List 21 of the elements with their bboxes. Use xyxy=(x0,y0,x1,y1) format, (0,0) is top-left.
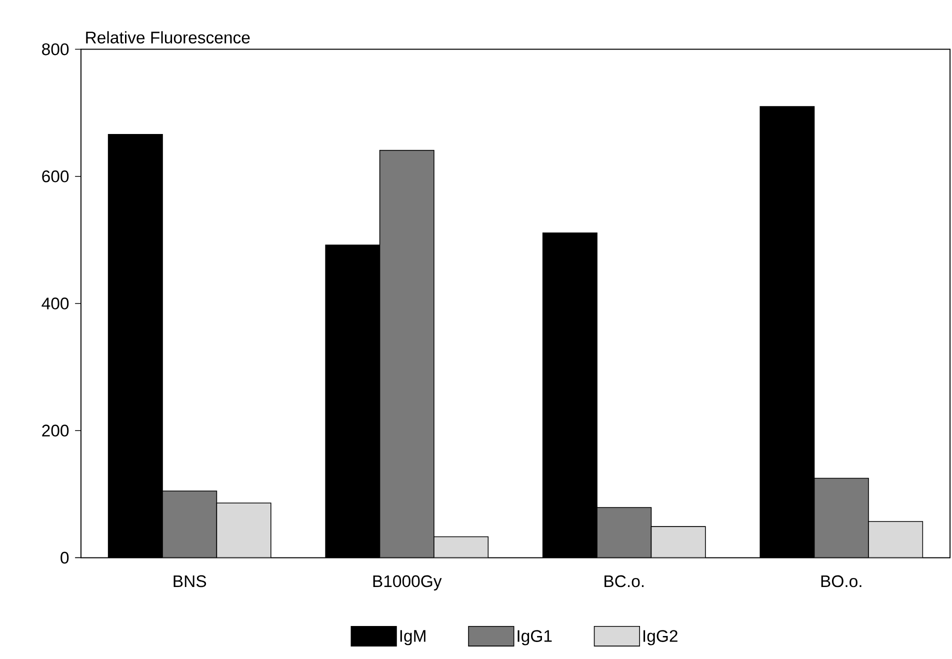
y-tick-label: 600 xyxy=(42,170,69,182)
y-tick-label: 800 xyxy=(42,43,69,56)
y-tick-label: 400 xyxy=(42,297,69,310)
x-tick-label: BO.o. xyxy=(821,575,862,588)
bar xyxy=(162,490,217,558)
bar xyxy=(379,150,434,558)
bar xyxy=(868,520,924,558)
y-tick-label: 200 xyxy=(42,424,69,436)
bar xyxy=(596,507,652,558)
bar xyxy=(216,502,271,558)
bar xyxy=(434,536,489,558)
x-tick-label: B1000Gy xyxy=(373,575,442,590)
legend-label: IgG1 xyxy=(518,630,552,646)
y-tick-label: 0 xyxy=(60,552,69,564)
bar xyxy=(650,526,706,558)
y-axis-title: Relative Fluorescence xyxy=(86,31,250,44)
x-tick-label: BNS xyxy=(174,575,206,588)
legend-label: IgG2 xyxy=(644,630,678,646)
x-tick-label: BC.o. xyxy=(604,575,644,588)
bar xyxy=(814,478,869,558)
legend-label: IgM xyxy=(400,630,426,646)
